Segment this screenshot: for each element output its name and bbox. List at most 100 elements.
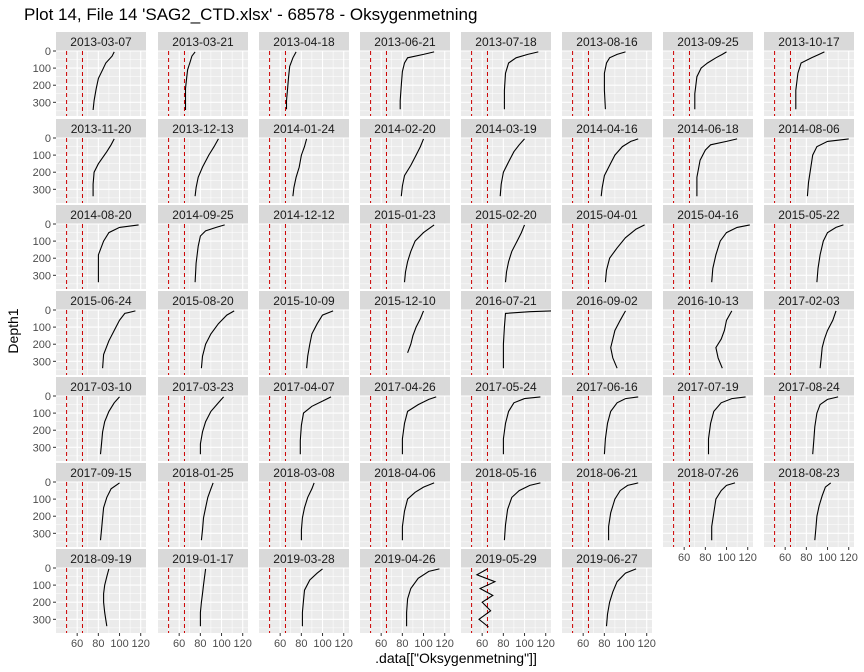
series-line bbox=[795, 51, 825, 110]
facet-strip-label: 2014-01-24 bbox=[273, 122, 335, 136]
series-line bbox=[504, 224, 526, 283]
facet-strip-label: 2017-05-24 bbox=[475, 380, 537, 394]
panel-background bbox=[158, 224, 248, 289]
panel-background bbox=[56, 310, 146, 375]
facet-strip-label: 2015-02-20 bbox=[475, 208, 537, 222]
facet-strip bbox=[461, 291, 551, 310]
facet-strip bbox=[56, 119, 146, 138]
facet-strip-label: 2013-07-18 bbox=[475, 35, 537, 49]
facet-strip bbox=[360, 205, 450, 224]
panel-background bbox=[360, 568, 450, 633]
facet-strip-label: 2015-01-23 bbox=[374, 208, 436, 222]
facet-strip-label: 2017-03-10 bbox=[70, 380, 132, 394]
series-line bbox=[92, 51, 115, 111]
panel-background bbox=[360, 51, 450, 116]
y-tick-label: 300 bbox=[33, 270, 51, 282]
facet-strip bbox=[461, 205, 551, 224]
series-line bbox=[401, 482, 435, 541]
facet-strip bbox=[259, 291, 349, 310]
series-line bbox=[819, 310, 837, 369]
facet-strip-label: 2014-02-20 bbox=[374, 122, 436, 136]
facet-strip-label: 2015-05-22 bbox=[778, 208, 840, 222]
y-axis-title: Depth1 bbox=[5, 308, 21, 353]
facet-strip-label: 2018-03-08 bbox=[273, 466, 335, 480]
facet-strip bbox=[764, 119, 854, 138]
x-tick-label: 120 bbox=[132, 638, 150, 650]
y-tick-label: 100 bbox=[33, 580, 51, 592]
panel-background bbox=[663, 138, 753, 203]
y-tick-label: 200 bbox=[33, 597, 51, 609]
y-tick-label: 300 bbox=[33, 356, 51, 368]
facet-strip bbox=[663, 119, 753, 138]
x-tick-label: 80 bbox=[194, 638, 206, 650]
panel-background bbox=[259, 51, 349, 116]
y-tick-label: 0 bbox=[45, 305, 51, 317]
facet-strip bbox=[158, 377, 248, 396]
series-line bbox=[816, 224, 844, 283]
facet-strip bbox=[56, 463, 146, 482]
facet-strip bbox=[663, 463, 753, 482]
facet-strip bbox=[562, 32, 652, 51]
series-line bbox=[99, 396, 120, 455]
facet-strip bbox=[461, 549, 551, 568]
facet-strip bbox=[461, 377, 551, 396]
series-line bbox=[814, 482, 832, 541]
series-line bbox=[707, 396, 746, 455]
facet-strip-label: 2018-09-19 bbox=[70, 552, 132, 566]
series-line bbox=[103, 568, 110, 627]
panel-background bbox=[360, 482, 450, 547]
facet-strip-label: 2015-04-16 bbox=[677, 208, 739, 222]
facet-strip-label: 2017-06-16 bbox=[576, 380, 638, 394]
facet-strip bbox=[259, 377, 349, 396]
facet-strip-label: 2014-04-16 bbox=[576, 122, 638, 136]
x-tick-label: 120 bbox=[335, 638, 353, 650]
facet-strip-label: 2017-04-07 bbox=[273, 380, 335, 394]
panel-background bbox=[56, 224, 146, 289]
series-line bbox=[603, 51, 626, 110]
y-tick-label: 200 bbox=[33, 425, 51, 437]
x-tick-label: 60 bbox=[678, 552, 690, 564]
x-tick-label: 100 bbox=[818, 552, 836, 564]
facet-strip-label: 2016-10-13 bbox=[677, 294, 739, 308]
x-tick-label: 100 bbox=[515, 638, 533, 650]
panel-background bbox=[663, 482, 753, 547]
facet-strip-label: 2013-03-07 bbox=[70, 35, 132, 49]
panel-background bbox=[259, 482, 349, 547]
y-tick-label: 100 bbox=[33, 150, 51, 162]
series-line bbox=[403, 224, 435, 283]
x-tick-label: 60 bbox=[375, 638, 387, 650]
facet-strip-label: 2013-06-21 bbox=[374, 35, 436, 49]
series-line bbox=[715, 310, 733, 369]
panel-background bbox=[259, 396, 349, 461]
x-tick-label: 80 bbox=[598, 638, 610, 650]
series-line bbox=[711, 224, 750, 283]
series-line bbox=[299, 396, 332, 455]
x-tick-label: 100 bbox=[110, 638, 128, 650]
panel-background bbox=[461, 310, 551, 375]
series-line bbox=[600, 138, 639, 197]
facet-strip bbox=[158, 549, 248, 568]
y-tick-label: 300 bbox=[33, 528, 51, 540]
y-tick-label: 100 bbox=[33, 63, 51, 75]
series-line bbox=[92, 138, 115, 197]
series-line bbox=[806, 138, 849, 197]
y-tick-label: 300 bbox=[33, 184, 51, 196]
y-tick-label: 100 bbox=[33, 236, 51, 248]
facet-strip-label: 2019-04-26 bbox=[374, 552, 436, 566]
x-tick-label: 100 bbox=[616, 638, 634, 650]
facet-strip-label: 2016-07-21 bbox=[475, 294, 537, 308]
x-tick-label: 120 bbox=[739, 552, 757, 564]
facet-strip bbox=[56, 291, 146, 310]
panel-background bbox=[56, 568, 146, 633]
y-tick-label: 0 bbox=[45, 391, 51, 403]
panel-background bbox=[461, 51, 551, 116]
facet-strip-label: 2013-03-21 bbox=[172, 35, 234, 49]
y-tick-label: 300 bbox=[33, 614, 51, 626]
series-line bbox=[199, 568, 207, 627]
facet-strip bbox=[158, 463, 248, 482]
facet-strip-label: 2017-04-26 bbox=[374, 380, 436, 394]
facet-strip bbox=[259, 549, 349, 568]
facet-strip bbox=[461, 119, 551, 138]
panel-background bbox=[764, 51, 854, 116]
